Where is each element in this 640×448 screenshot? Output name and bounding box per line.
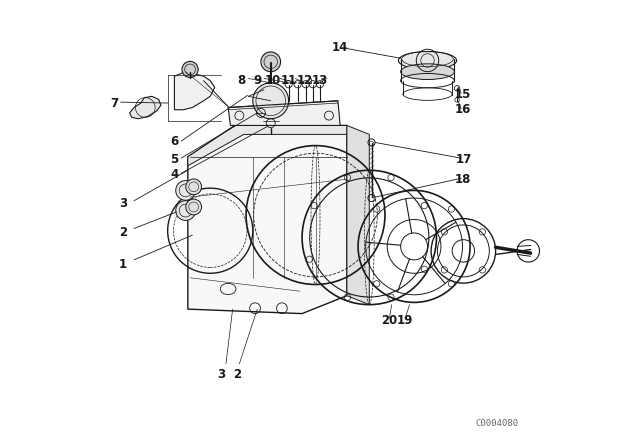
Ellipse shape bbox=[401, 64, 454, 80]
Text: 7: 7 bbox=[110, 96, 118, 110]
Text: 1: 1 bbox=[119, 258, 127, 271]
Circle shape bbox=[186, 199, 202, 215]
Ellipse shape bbox=[398, 52, 457, 69]
Circle shape bbox=[253, 83, 289, 119]
Text: 20: 20 bbox=[381, 314, 397, 327]
Text: 18: 18 bbox=[455, 172, 472, 186]
Circle shape bbox=[176, 201, 195, 220]
Polygon shape bbox=[130, 96, 161, 119]
Text: 14: 14 bbox=[332, 40, 348, 54]
Text: 13: 13 bbox=[312, 74, 328, 87]
Polygon shape bbox=[188, 125, 347, 314]
Text: 15: 15 bbox=[455, 87, 472, 101]
Text: 12: 12 bbox=[296, 74, 312, 87]
Text: 4: 4 bbox=[170, 168, 179, 181]
Circle shape bbox=[186, 179, 202, 195]
Text: 8: 8 bbox=[237, 74, 246, 87]
Polygon shape bbox=[228, 101, 340, 125]
Text: 16: 16 bbox=[455, 103, 472, 116]
Circle shape bbox=[176, 181, 195, 200]
Text: 11: 11 bbox=[280, 74, 297, 87]
Circle shape bbox=[182, 61, 198, 78]
Text: 9: 9 bbox=[253, 74, 261, 87]
Text: 3: 3 bbox=[119, 197, 127, 211]
Text: 3: 3 bbox=[218, 367, 225, 381]
Polygon shape bbox=[174, 72, 215, 110]
Polygon shape bbox=[347, 125, 369, 305]
Text: 19: 19 bbox=[397, 314, 413, 327]
Text: 2: 2 bbox=[233, 367, 241, 381]
Text: C0004080: C0004080 bbox=[476, 419, 518, 428]
Polygon shape bbox=[188, 125, 347, 166]
Text: 6: 6 bbox=[170, 134, 179, 148]
Text: 2: 2 bbox=[119, 226, 127, 240]
Text: 17: 17 bbox=[455, 152, 472, 166]
Text: 5: 5 bbox=[170, 152, 179, 166]
Text: 10: 10 bbox=[265, 74, 281, 87]
Circle shape bbox=[261, 52, 280, 72]
